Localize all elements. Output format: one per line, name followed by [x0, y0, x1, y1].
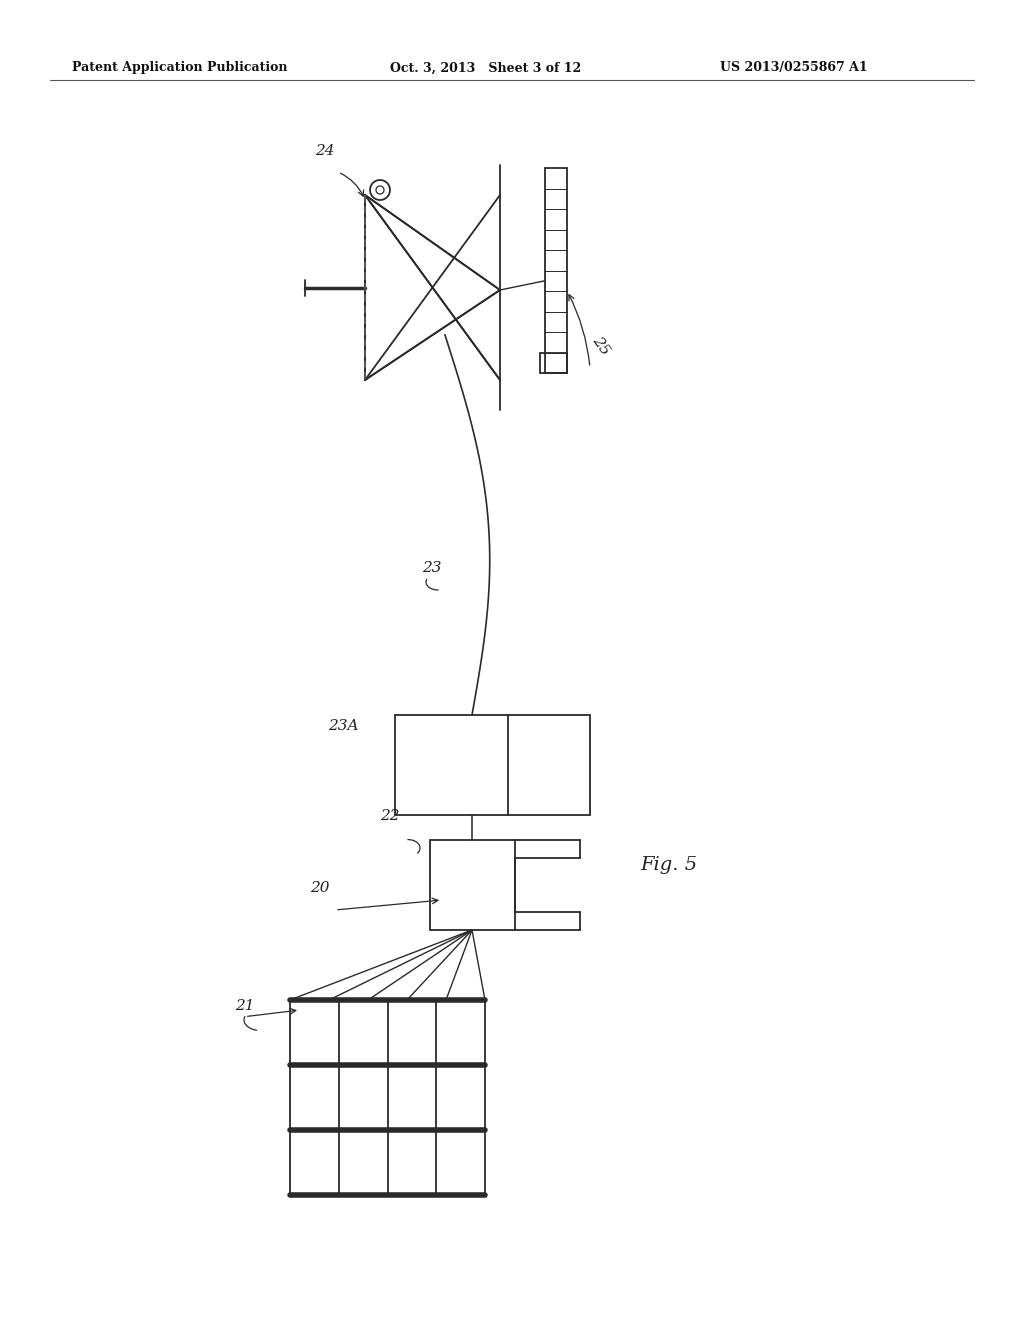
Text: 24: 24: [315, 144, 335, 158]
Text: Fig. 5: Fig. 5: [640, 855, 697, 874]
Text: Oct. 3, 2013   Sheet 3 of 12: Oct. 3, 2013 Sheet 3 of 12: [390, 62, 582, 74]
Text: 23: 23: [422, 561, 441, 576]
Text: US 2013/0255867 A1: US 2013/0255867 A1: [720, 62, 867, 74]
Text: 23A: 23A: [328, 719, 358, 733]
Bar: [540, 352, 567, 374]
Bar: [430, 840, 515, 931]
Text: 22: 22: [380, 809, 399, 822]
Text: Patent Application Publication: Patent Application Publication: [72, 62, 288, 74]
Bar: [545, 168, 567, 374]
Text: 21: 21: [234, 999, 255, 1012]
Text: 25: 25: [590, 334, 612, 358]
Bar: [290, 1001, 485, 1195]
Bar: [395, 715, 590, 814]
Text: 20: 20: [310, 880, 330, 895]
